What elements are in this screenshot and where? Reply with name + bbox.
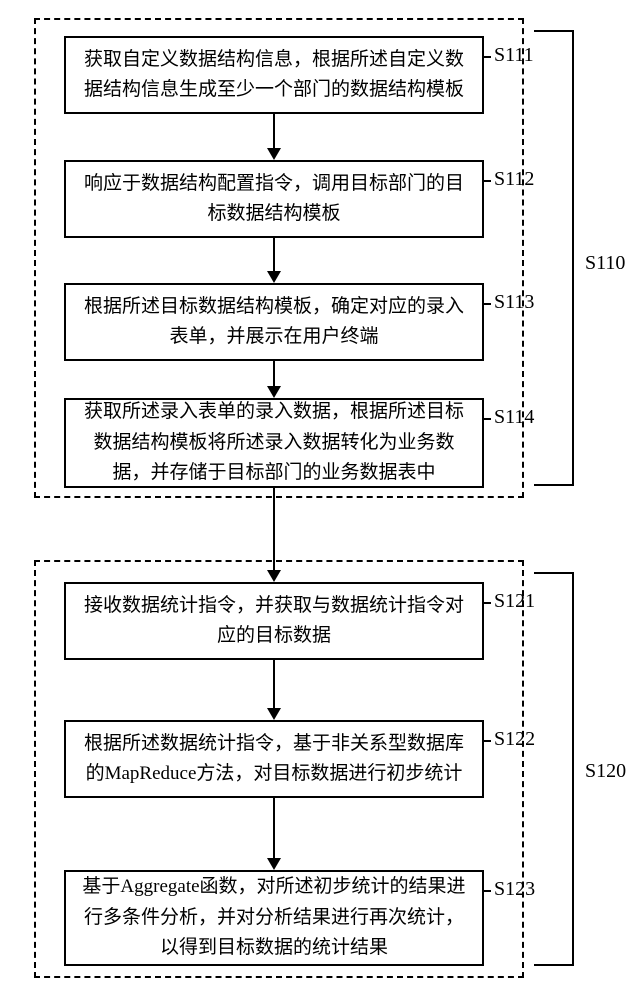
arrow-S111-S112 xyxy=(273,114,275,160)
arrow-S122-S123 xyxy=(273,798,275,870)
step-S121: 接收数据统计指令，并获取与数据统计指令对 应的目标数据 xyxy=(64,582,484,660)
flowchart-canvas: S110 S120 获取自定义数据结构信息，根据所述自定义数 据结构信息生成至少一个… xyxy=(0,0,643,1000)
step-label-S121: S121 xyxy=(494,590,535,613)
step-connector-S111 xyxy=(484,56,491,58)
step-S113: 根据所述目标数据结构模板，确定对应的录入 表单，并展示在用户终端 xyxy=(64,283,484,361)
step-label-S122: S122 xyxy=(494,728,535,751)
step-S111: 获取自定义数据结构信息，根据所述自定义数 据结构信息生成至少一个部门的数据结构模… xyxy=(64,36,484,114)
arrow-S113-S114 xyxy=(273,361,275,398)
step-connector-S121 xyxy=(484,602,491,604)
step-S112: 响应于数据结构配置指令，调用目标部门的目 标数据结构模板 xyxy=(64,160,484,238)
step-connector-S113 xyxy=(484,303,491,305)
step-label-S112: S112 xyxy=(494,168,534,191)
arrow-S121-S122 xyxy=(273,660,275,720)
step-S114: 获取所述录入表单的录入数据，根据所述目标 数据结构模板将所述录入数据转化为业务数… xyxy=(64,398,484,488)
group-label-S110: S110 xyxy=(585,252,625,275)
step-connector-S123 xyxy=(484,890,491,892)
step-text-S111: 获取自定义数据结构信息，根据所述自定义数 据结构信息生成至少一个部门的数据结构模… xyxy=(84,45,464,106)
step-label-S113: S113 xyxy=(494,291,534,314)
step-text-S112: 响应于数据结构配置指令，调用目标部门的目 标数据结构模板 xyxy=(84,169,464,230)
bracket-S120 xyxy=(534,572,574,966)
step-text-S114: 获取所述录入表单的录入数据，根据所述目标 数据结构模板将所述录入数据转化为业务数… xyxy=(84,397,464,488)
step-text-S122: 根据所述数据统计指令，基于非关系型数据库 的MapReduce方法，对目标数据进… xyxy=(84,729,464,790)
step-S123: 基于Aggregate函数，对所述初步统计的结果进 行多条件分析，并对分析结果进… xyxy=(64,870,484,966)
step-connector-S122 xyxy=(484,740,491,742)
step-label-S123: S123 xyxy=(494,878,535,901)
step-label-S114: S114 xyxy=(494,406,534,429)
step-text-S123: 基于Aggregate函数，对所述初步统计的结果进 行多条件分析，并对分析结果进… xyxy=(82,872,465,963)
group-label-S120: S120 xyxy=(585,760,626,783)
arrow-S112-S113 xyxy=(273,238,275,283)
step-connector-S114 xyxy=(484,418,491,420)
step-label-S111: S111 xyxy=(494,44,534,67)
step-connector-S112 xyxy=(484,180,491,182)
step-text-S113: 根据所述目标数据结构模板，确定对应的录入 表单，并展示在用户终端 xyxy=(84,292,464,353)
arrow-S114-S121 xyxy=(273,488,275,582)
step-S122: 根据所述数据统计指令，基于非关系型数据库 的MapReduce方法，对目标数据进… xyxy=(64,720,484,798)
step-text-S121: 接收数据统计指令，并获取与数据统计指令对 应的目标数据 xyxy=(84,591,464,652)
bracket-S110 xyxy=(534,30,574,486)
